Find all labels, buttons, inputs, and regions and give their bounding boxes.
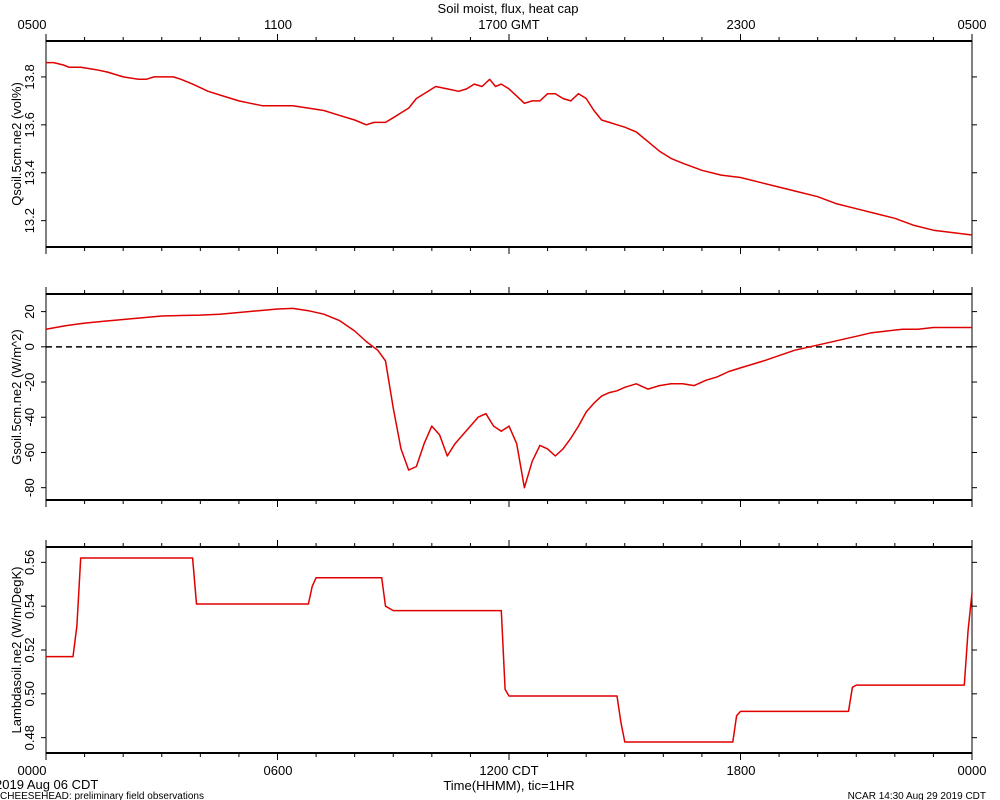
bottom-tick-label: 1800 xyxy=(727,763,756,778)
series-line xyxy=(46,61,973,236)
y-tick-label: 0.54 xyxy=(22,594,37,619)
y-tick-label: -60 xyxy=(22,443,37,462)
top-tick-label: 0500 xyxy=(18,17,47,32)
y-axis-title: Lambdasoil.ne2 (W/m/DegK) xyxy=(9,567,24,734)
y-tick-label: 0.52 xyxy=(22,637,37,662)
y-tick-label: 13.2 xyxy=(22,208,37,233)
y-axis-title: Qsoil.5cm.ne2 (vol%) xyxy=(9,82,24,206)
bottom-tick-label: 0600 xyxy=(264,763,293,778)
x-axis-title: Time(HHMM), tic=1HR xyxy=(443,778,574,793)
y-tick-label: 0.48 xyxy=(22,725,37,750)
y-tick-label: -40 xyxy=(22,408,37,427)
footer-right: NCAR 14:30 Aug 29 2019 CDT xyxy=(848,791,986,800)
top-tick-label: 1100 xyxy=(264,17,292,32)
bottom-tick-label: 0000 xyxy=(958,763,987,778)
y-tick-label: 13.4 xyxy=(22,160,37,185)
plot-frame xyxy=(45,40,973,248)
series-line xyxy=(46,557,973,743)
y-tick-label: 0.56 xyxy=(22,550,37,575)
chart-title: Soil moist, flux, heat cap xyxy=(438,1,579,16)
plot-frame xyxy=(45,546,973,754)
top-tick-label: 1700 GMT xyxy=(478,17,539,32)
top-tick-label: 0500 xyxy=(958,17,987,32)
y-tick-label: -20 xyxy=(22,373,37,392)
y-tick-label: 13.8 xyxy=(22,64,37,89)
panel-flux: -80 -60 -40 -20 0 20 Gsoil.5cm.ne2 (W/m^2) xyxy=(9,287,977,507)
top-axis-labels: 0500 1100 1700 GMT 2300 0500 xyxy=(18,17,987,32)
y-tick-label: 20 xyxy=(22,304,37,318)
bottom-tick-label: 0000 xyxy=(18,763,47,778)
y-tick-label: -80 xyxy=(22,478,37,497)
series-line xyxy=(45,307,972,489)
date-label: 2019 Aug 06 CDT xyxy=(0,777,98,792)
plot-frame xyxy=(45,293,973,501)
top-tick-label: 2300 xyxy=(727,17,756,32)
footer-left: CHEESEHEAD: preliminary field observatio… xyxy=(0,791,204,800)
y-tick-label: 0 xyxy=(22,343,37,350)
bottom-tick-label: 1200 CDT xyxy=(479,763,538,778)
y-axis-title: Gsoil.5cm.ne2 (W/m^2) xyxy=(9,329,24,464)
bottom-axis-labels: 0000 0600 1200 CDT 1800 0000 Time(HHMM),… xyxy=(18,763,987,793)
y-tick-label: 0.50 xyxy=(22,681,37,706)
y-tick-label: 13.6 xyxy=(22,112,37,137)
